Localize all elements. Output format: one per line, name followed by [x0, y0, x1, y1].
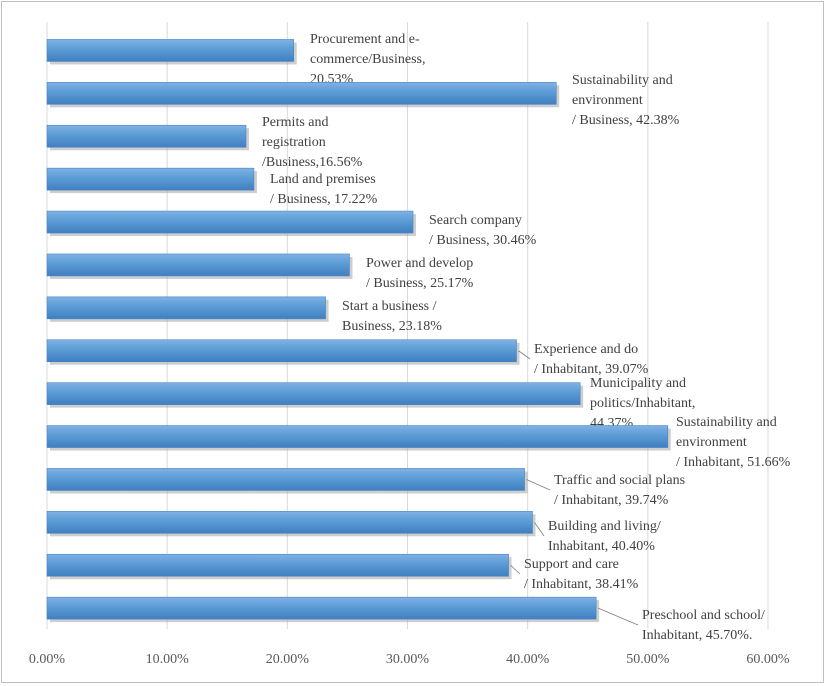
data-label-line: Business, 23.18%	[342, 319, 442, 334]
label-leader-line	[534, 522, 545, 537]
bar	[46, 468, 525, 491]
data-label-line: / Inhabitant, 39.07%	[534, 362, 649, 377]
data-label-line: / Inhabitant, 51.66%	[676, 455, 791, 470]
x-tick-label: 50.00%	[626, 652, 670, 667]
data-label: Sustainability and environment / Business,…	[572, 73, 680, 128]
data-label: Permits and registration/Business,16.56%	[262, 115, 363, 170]
data-label: Procurement and e-commerce/Business, 20.5…	[310, 32, 425, 87]
data-label: Traffic and social plans / Inhabitant, 39…	[554, 473, 685, 508]
bar	[46, 339, 517, 363]
bar	[46, 82, 557, 105]
data-label: Start a business / Business, 23.18%	[342, 299, 442, 334]
data-label-line: Land and premises	[270, 172, 376, 187]
data-label: Power and develop / Business, 25.17%	[366, 256, 474, 291]
label-leader-line	[518, 350, 531, 360]
data-label-line: /Business,16.56%	[262, 155, 363, 170]
x-tick-label: 0.00%	[29, 652, 66, 667]
data-label-line: Experience and do	[534, 342, 638, 357]
label-leader-line	[510, 564, 521, 575]
data-label-line: / Business, 42.38%	[572, 113, 680, 128]
data-label-line: Search company	[429, 213, 522, 228]
bar	[46, 39, 295, 62]
data-label-line: Traffic and social plans	[554, 473, 685, 488]
bar	[46, 167, 255, 191]
x-tick-label: 20.00%	[266, 652, 310, 667]
data-label-line: Support and care	[524, 557, 619, 572]
data-label-line: environment	[676, 435, 747, 450]
data-label: Sustainability and environment / Inhabitan…	[676, 415, 791, 470]
label-leader-line	[598, 607, 639, 626]
bar	[46, 596, 597, 620]
data-label-line: environment	[572, 93, 643, 108]
data-label-line: Sustainability and	[676, 415, 777, 430]
data-label-line: Preschool and school/	[642, 608, 765, 623]
data-label-line: / Inhabitant, 38.41%	[524, 577, 639, 592]
data-label-line: registration	[262, 135, 326, 150]
data-label-line: Inhabitant, 40.40%	[548, 539, 655, 554]
bar	[46, 296, 326, 320]
x-tick-label: 40.00%	[506, 652, 550, 667]
data-label-line: Permits and	[262, 115, 329, 130]
data-label-line: Start a business /	[342, 299, 437, 314]
data-label: Preschool and school/Inhabitant, 45.70%.	[642, 608, 765, 643]
label-leader-line	[526, 479, 551, 491]
data-label-line: commerce/Business,	[310, 52, 425, 67]
data-label: Building and living/Inhabitant, 40.40%	[548, 519, 661, 554]
data-label-line: politics/Inhabitant,	[590, 396, 695, 411]
x-tick-label: 60.00%	[746, 652, 790, 667]
bar	[46, 253, 350, 277]
data-label: Search company / Business, 30.46%	[429, 213, 537, 248]
data-label-line: / Inhabitant, 39.74%	[554, 493, 669, 508]
data-label: Land and premises / Business, 17.22%	[270, 172, 378, 207]
data-label: Municipality and politics/Inhabitant, 44.3…	[590, 376, 695, 431]
data-label-line: / Business, 25.17%	[366, 276, 474, 291]
x-tick-label: 10.00%	[146, 652, 190, 667]
bar	[46, 511, 533, 534]
bar	[46, 425, 669, 448]
x-tick-label: 30.00%	[386, 652, 430, 667]
data-label-line: Procurement and e-	[310, 32, 420, 47]
data-label-line: / Business, 17.22%	[270, 192, 378, 207]
data-label-line: Sustainability and	[572, 73, 673, 88]
data-label-line: Municipality and	[590, 376, 686, 391]
data-label-line: Power and develop	[366, 256, 473, 271]
data-label-line: Inhabitant, 45.70%.	[642, 628, 752, 643]
bar	[46, 210, 414, 234]
bar	[46, 124, 247, 148]
bar	[46, 553, 509, 577]
data-label-line: / Business, 30.46%	[429, 233, 537, 248]
data-label: Experience and do / Inhabitant, 39.07%	[534, 342, 649, 377]
bar	[46, 382, 581, 405]
data-label-line: Building and living/	[548, 519, 661, 534]
data-label: Support and care / Inhabitant, 38.41%	[524, 557, 639, 592]
